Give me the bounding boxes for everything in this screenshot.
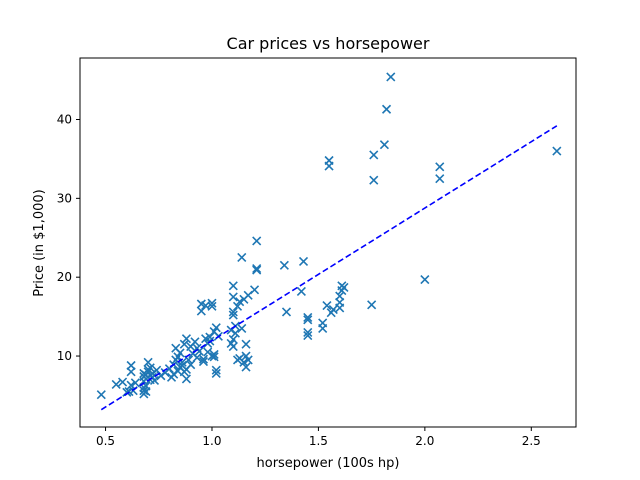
data-point [209, 352, 219, 362]
data-point [420, 274, 430, 285]
data-point [205, 336, 215, 346]
data-point [379, 140, 389, 150]
data-point [318, 318, 328, 328]
data-point [207, 298, 217, 308]
data-point [279, 260, 289, 270]
data-point [252, 263, 262, 274]
data-point [435, 162, 445, 172]
data-point [139, 386, 149, 396]
x-tick-label: 2.5 [522, 434, 541, 448]
x-tick-label: 1.0 [202, 434, 221, 448]
regression-line [100, 125, 558, 411]
x-axis: 0.5 1.0 1.5 2.0 2.5 [96, 427, 541, 448]
data-point [230, 328, 240, 338]
data-point [303, 312, 313, 322]
data-point [228, 307, 238, 317]
data-point [181, 334, 192, 344]
data-point [209, 349, 219, 360]
data-point [241, 362, 251, 372]
data-point [241, 339, 251, 349]
data-point [198, 356, 209, 367]
data-point [381, 104, 392, 114]
data-point [335, 291, 345, 301]
data-point [143, 357, 153, 367]
data-point [145, 363, 155, 373]
data-point [228, 281, 238, 291]
data-point [228, 310, 238, 320]
data-point [369, 150, 379, 160]
y-tick-label: 20 [57, 270, 72, 284]
x-tick-label: 0.5 [96, 434, 115, 448]
data-point [130, 378, 140, 388]
data-point [179, 339, 189, 349]
data-point [177, 357, 187, 367]
chart-title: Car prices vs horsepower [227, 34, 430, 53]
data-point [239, 357, 249, 367]
data-point [303, 327, 313, 337]
data-point [175, 348, 185, 358]
data-point [232, 301, 243, 311]
data-point [324, 161, 334, 171]
data-point [118, 377, 128, 387]
y-tick-label: 40 [57, 113, 72, 127]
plot-frame [79, 57, 577, 428]
data-point [111, 379, 121, 389]
data-point [252, 236, 262, 246]
scatter-points [96, 72, 562, 400]
data-point [194, 346, 204, 356]
y-tick-label: 30 [57, 191, 72, 205]
data-point [228, 292, 238, 302]
y-tick-label: 10 [57, 349, 72, 363]
y-axis-label: Price (in $1,000) [32, 189, 47, 296]
data-point [207, 301, 217, 311]
data-point [552, 146, 562, 156]
x-tick-label: 1.5 [309, 434, 328, 448]
x-axis-label: horsepower (100s hp) [257, 456, 400, 471]
data-point [181, 374, 192, 384]
data-point [126, 380, 136, 390]
data-point [190, 337, 200, 347]
data-point [243, 355, 253, 365]
data-point [435, 174, 445, 184]
data-point [211, 368, 221, 378]
data-point [211, 323, 221, 333]
data-point [339, 282, 349, 293]
data-point [386, 72, 396, 82]
data-point [298, 256, 309, 266]
data-point [281, 307, 292, 317]
data-point [96, 390, 106, 400]
data-point [186, 360, 196, 370]
data-point [196, 306, 206, 316]
data-point [367, 300, 377, 310]
data-point [369, 175, 379, 185]
data-point [249, 285, 260, 295]
data-point [322, 301, 332, 311]
data-point [237, 323, 247, 334]
y-axis: 10 20 30 40 [57, 113, 80, 363]
data-point [237, 252, 247, 263]
data-point [303, 330, 313, 341]
data-point [126, 360, 136, 371]
x-tick-label: 2.0 [415, 434, 434, 448]
data-point [296, 286, 306, 296]
data-point [252, 265, 262, 275]
data-point [228, 334, 238, 345]
data-point [211, 365, 221, 375]
data-point [235, 297, 245, 307]
data-point [303, 315, 313, 325]
data-point [198, 354, 209, 364]
data-point [228, 342, 238, 352]
